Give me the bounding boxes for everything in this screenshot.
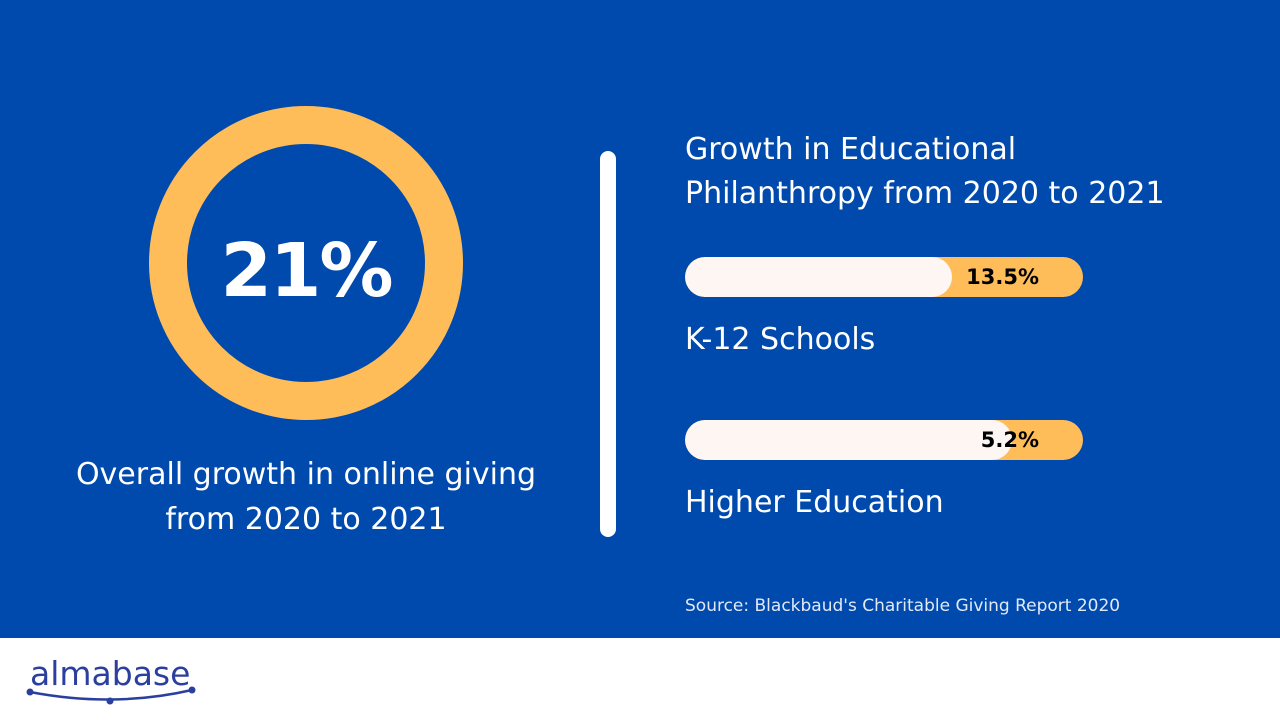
bar-value-higher-education: 5.2% [980,428,1039,452]
logo-underline-icon [26,686,196,705]
bar-k12 [685,257,952,297]
chart-title: Growth in Educational Philanthropy from … [685,128,1245,216]
bar-track-higher-ed: 5.2% [685,420,1083,460]
vertical-divider [600,151,616,537]
chart-title-line-1: Growth in Educational [685,132,1017,167]
source-note: Source: Blackbaud's Charitable Giving Re… [685,596,1121,616]
logo-wordmark: almabase [30,654,191,693]
chart-title-line-2: Philanthropy from 2020 to 2021 [685,176,1165,211]
caption-line-1: Overall growth in online giving [75,457,537,492]
bar-track-k12: 13.5% [685,257,1083,297]
caption-line-2: from 2020 to 2021 [165,502,447,537]
overall-growth-value: 21% [220,228,393,314]
overall-growth-caption: Overall growth in online giving from 202… [30,452,582,542]
bar-value-k12: 13.5% [966,265,1039,289]
bar-label-k12: K-12 Schools [685,322,876,357]
bar-label-higher-education: Higher Education [685,485,944,520]
almabase-logo[interactable]: almabase [24,650,204,712]
bar-higher-education [685,420,1012,460]
infographic-panel: 21% Overall growth in online giving from… [0,0,1280,638]
